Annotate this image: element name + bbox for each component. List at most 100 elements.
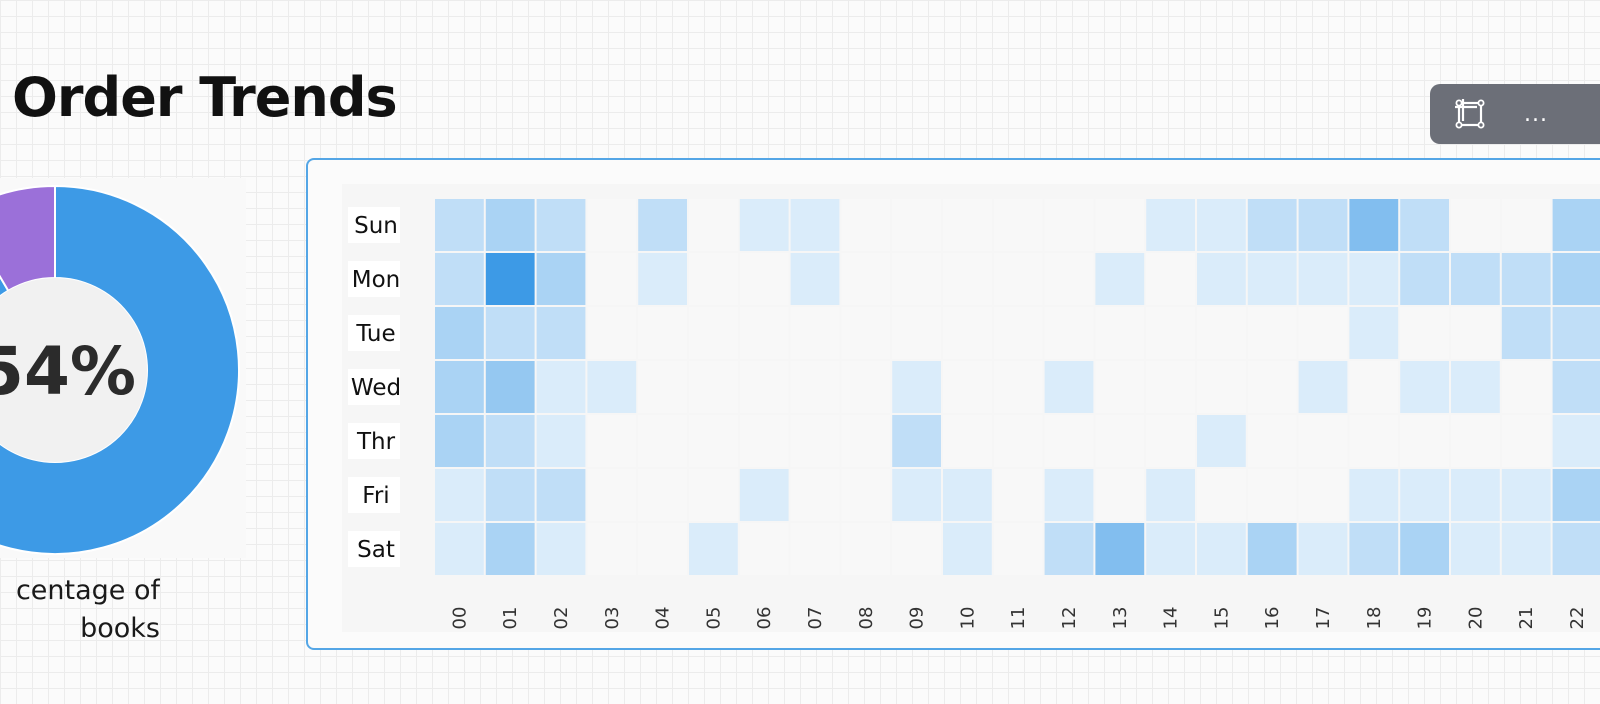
- heatmap-cell[interactable]: [993, 253, 1043, 305]
- heatmap-cell[interactable]: [739, 523, 789, 575]
- heatmap-cell[interactable]: [739, 415, 789, 467]
- heatmap-cell[interactable]: [1298, 307, 1348, 359]
- heatmap-cell[interactable]: [638, 523, 687, 575]
- heatmap-cell[interactable]: [1247, 253, 1297, 305]
- heatmap-cell[interactable]: [485, 361, 535, 413]
- heatmap-cell[interactable]: [1400, 415, 1449, 467]
- heatmap-cell[interactable]: [1247, 523, 1297, 575]
- heatmap-cell[interactable]: [1552, 199, 1600, 251]
- heatmap-cell[interactable]: [1146, 469, 1195, 521]
- heatmap-cell[interactable]: [1349, 361, 1399, 413]
- heatmap-cell[interactable]: [1146, 523, 1195, 575]
- heatmap-cell[interactable]: [485, 523, 535, 575]
- heatmap-cell[interactable]: [485, 415, 535, 467]
- heatmap-cell[interactable]: [993, 415, 1043, 467]
- heatmap-cell[interactable]: [892, 469, 941, 521]
- donut-slice-1[interactable]: [0, 184, 56, 293]
- heatmap-cell[interactable]: [739, 199, 789, 251]
- heatmap-cell[interactable]: [1298, 361, 1348, 413]
- heatmap-cell[interactable]: [1247, 469, 1297, 521]
- heatmap-cell[interactable]: [1501, 523, 1551, 575]
- heatmap-cell[interactable]: [993, 199, 1043, 251]
- more-options-button[interactable]: ...: [1506, 84, 1566, 144]
- heatmap-cell[interactable]: [1501, 415, 1551, 467]
- heatmap-cell[interactable]: [1400, 469, 1449, 521]
- heatmap-cell[interactable]: [943, 415, 992, 467]
- heatmap-cell[interactable]: [689, 253, 738, 305]
- heatmap-cell[interactable]: [485, 253, 535, 305]
- heatmap-cell[interactable]: [892, 253, 941, 305]
- heatmap-cell[interactable]: [1197, 415, 1246, 467]
- heatmap-cell[interactable]: [689, 523, 738, 575]
- heatmap-cell[interactable]: [1400, 307, 1449, 359]
- heatmap-cell[interactable]: [1349, 253, 1399, 305]
- heatmap-cell[interactable]: [485, 199, 535, 251]
- heatmap-cell[interactable]: [841, 253, 891, 305]
- heatmap-cell[interactable]: [689, 361, 738, 413]
- heatmap-cell[interactable]: [841, 199, 891, 251]
- heatmap-cell[interactable]: [638, 199, 687, 251]
- heatmap-cell[interactable]: [638, 253, 687, 305]
- heatmap-cell[interactable]: [1197, 307, 1246, 359]
- heatmap-cell[interactable]: [1501, 199, 1551, 251]
- heatmap-cell[interactable]: [1451, 307, 1500, 359]
- heatmap-cell[interactable]: [1451, 199, 1500, 251]
- heatmap-cell[interactable]: [1197, 199, 1246, 251]
- heatmap-cell[interactable]: [689, 307, 738, 359]
- heatmap-cell[interactable]: [892, 199, 941, 251]
- heatmap-cell[interactable]: [1044, 523, 1094, 575]
- heatmap-cell[interactable]: [790, 253, 840, 305]
- heatmap-cell[interactable]: [1349, 523, 1399, 575]
- heatmap-cell[interactable]: [1400, 523, 1449, 575]
- heatmap-cell[interactable]: [1298, 199, 1348, 251]
- crop-frame-button[interactable]: [1440, 84, 1500, 144]
- heatmap-cell[interactable]: [993, 307, 1043, 359]
- heatmap-cell[interactable]: [1298, 253, 1348, 305]
- heatmap-cell[interactable]: [435, 361, 484, 413]
- heatmap-cell[interactable]: [841, 415, 891, 467]
- heatmap-cell[interactable]: [638, 361, 687, 413]
- heatmap-cell[interactable]: [1247, 307, 1297, 359]
- heatmap-cell[interactable]: [1451, 415, 1500, 467]
- heatmap-cell[interactable]: [892, 523, 941, 575]
- heatmap-cell[interactable]: [1197, 253, 1246, 305]
- heatmap-cell[interactable]: [587, 415, 637, 467]
- heatmap-cell[interactable]: [943, 307, 992, 359]
- heatmap-cell[interactable]: [943, 199, 992, 251]
- heatmap-cell[interactable]: [435, 307, 484, 359]
- heatmap-cell[interactable]: [1146, 415, 1195, 467]
- heatmap-cell[interactable]: [790, 523, 840, 575]
- heatmap-cell[interactable]: [1552, 307, 1600, 359]
- heatmap-cell[interactable]: [1298, 415, 1348, 467]
- heatmap-cell[interactable]: [587, 199, 637, 251]
- heatmap-cell[interactable]: [1400, 253, 1449, 305]
- heatmap-cell[interactable]: [435, 523, 484, 575]
- heatmap-cell[interactable]: [587, 361, 637, 413]
- heatmap-cell[interactable]: [435, 253, 484, 305]
- heatmap-cell[interactable]: [993, 361, 1043, 413]
- heatmap-cell[interactable]: [638, 469, 687, 521]
- heatmap-cell[interactable]: [739, 253, 789, 305]
- heatmap-cell[interactable]: [536, 307, 586, 359]
- heatmap-cell[interactable]: [1095, 361, 1145, 413]
- heatmap-cell[interactable]: [1349, 469, 1399, 521]
- heatmap-cell[interactable]: [943, 253, 992, 305]
- heatmap-cell[interactable]: [1095, 307, 1145, 359]
- heatmap-cell[interactable]: [587, 307, 637, 359]
- heatmap-cell[interactable]: [689, 199, 738, 251]
- heatmap-cell[interactable]: [536, 253, 586, 305]
- heatmap-cell[interactable]: [1044, 199, 1094, 251]
- heatmap-cell[interactable]: [1197, 469, 1246, 521]
- heatmap-cell[interactable]: [1298, 523, 1348, 575]
- heatmap-cell[interactable]: [892, 361, 941, 413]
- heatmap-cell[interactable]: [1146, 253, 1195, 305]
- heatmap-cell[interactable]: [739, 307, 789, 359]
- heatmap-cell[interactable]: [1349, 199, 1399, 251]
- heatmap-cell[interactable]: [536, 361, 586, 413]
- heatmap-cell[interactable]: [892, 307, 941, 359]
- heatmap-cell[interactable]: [1501, 361, 1551, 413]
- heatmap-cell[interactable]: [943, 469, 992, 521]
- heatmap-cell[interactable]: [993, 523, 1043, 575]
- heatmap-cell[interactable]: [435, 199, 484, 251]
- heatmap-cell[interactable]: [536, 199, 586, 251]
